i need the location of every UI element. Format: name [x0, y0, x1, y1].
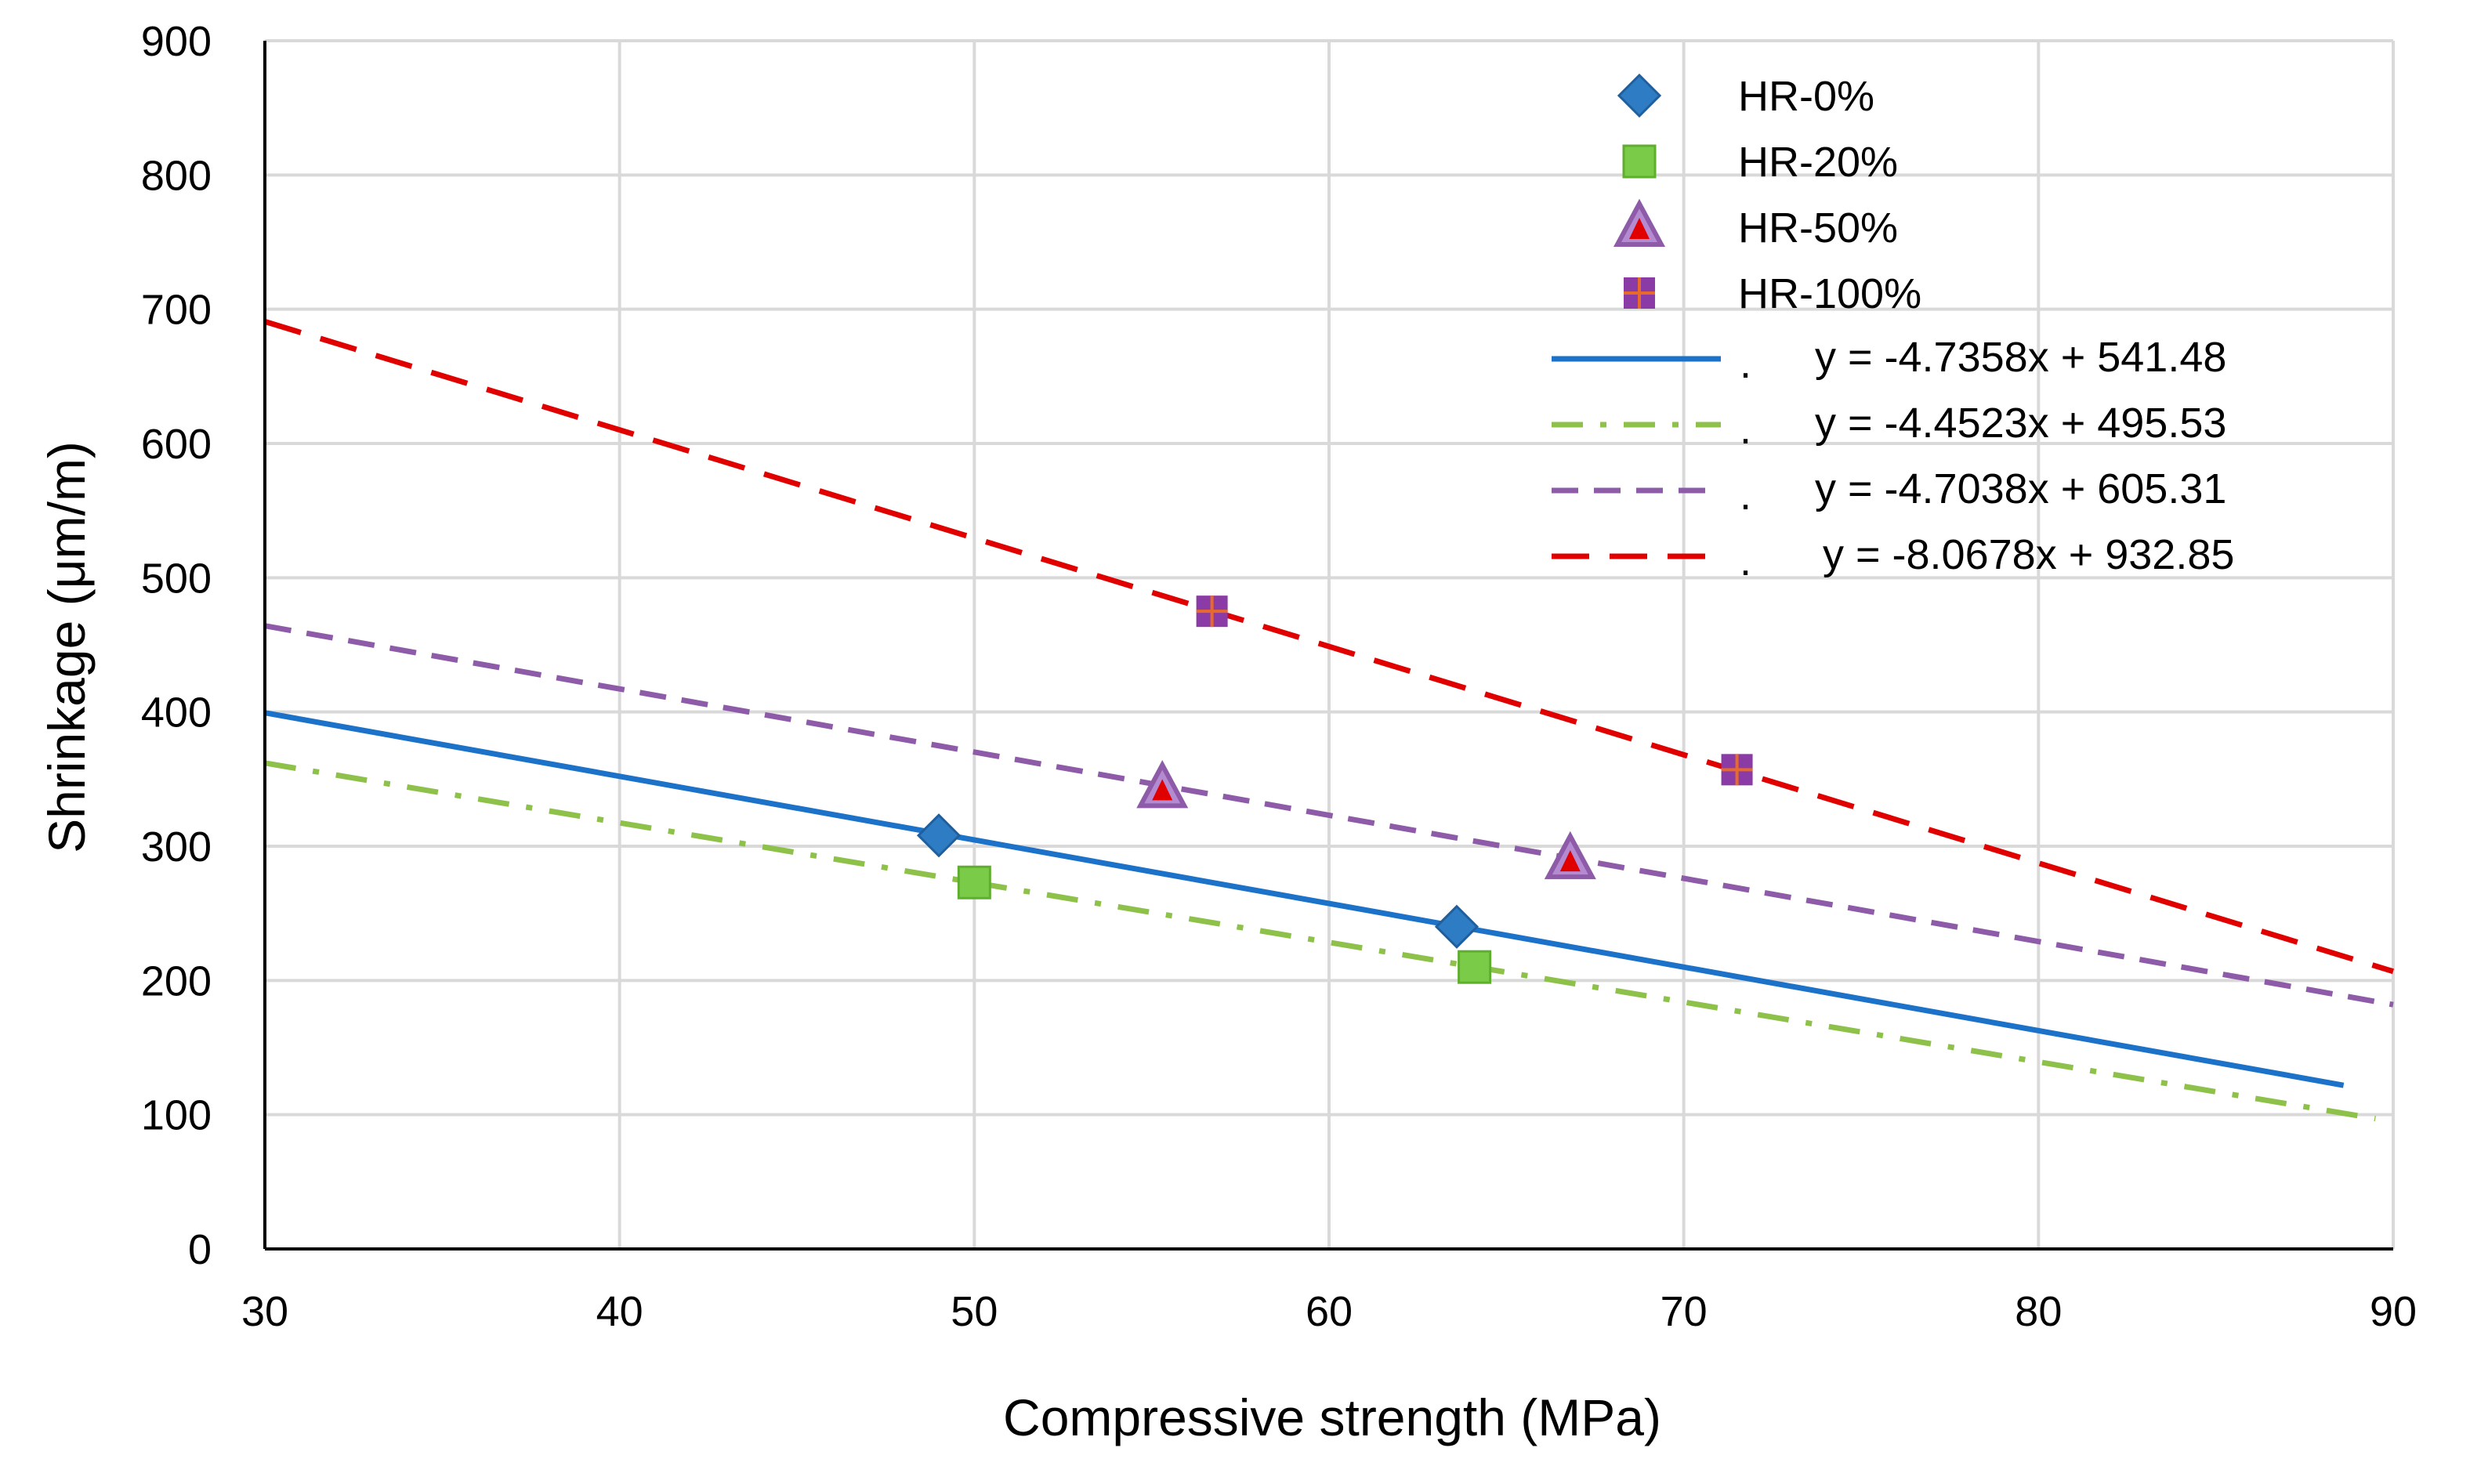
legend-dot: . — [1740, 472, 1751, 519]
y-tick-labels: 0 100 200 300 400 500 600 700 800 900 — [141, 18, 212, 1273]
x-tick-label: 90 — [2370, 1288, 2417, 1335]
legend: HR-0% HR-20% HR-50% HR-100%. y = -4.7358x + … — [1552, 73, 2234, 585]
point-triangle-fill — [1559, 850, 1581, 872]
legend-label: HR-0% — [1738, 73, 1874, 120]
legend-marker — [1617, 73, 1662, 118]
trendline — [264, 760, 2376, 1122]
legend-marker — [1613, 198, 1666, 247]
y-tick-label: 200 — [141, 957, 212, 1004]
point-square — [957, 865, 991, 899]
x-tick-label: 80 — [2015, 1288, 2062, 1335]
axes — [263, 41, 2393, 1251]
point-diamond — [916, 813, 962, 858]
y-tick-label: 800 — [141, 152, 212, 199]
legend-label: HR-50% — [1738, 205, 1898, 252]
y-tick-label: 0 — [188, 1226, 212, 1273]
legend-marker — [1624, 277, 1655, 309]
y-tick-label: 300 — [141, 823, 212, 870]
y-axis-title: Shrinkage (μm/m) — [38, 441, 96, 853]
point-plus-square — [1721, 754, 1753, 786]
legend-dot: . — [1740, 406, 1751, 453]
y-tick-label: 100 — [141, 1092, 212, 1139]
y-tick-label: 500 — [141, 555, 212, 602]
legend-equation: y = -4.7358x + 541.48 — [1815, 334, 2226, 381]
point-triangle — [1136, 759, 1189, 809]
gridlines — [263, 39, 2395, 1251]
point-plus-square — [1196, 595, 1228, 628]
x-tick-label: 40 — [596, 1288, 643, 1335]
x-tick-label: 30 — [241, 1288, 288, 1335]
point-diamond — [1434, 904, 1479, 949]
trendline — [264, 623, 2394, 1008]
y-tick-label: 900 — [141, 18, 212, 65]
y-tick-label: 600 — [141, 421, 212, 468]
point-triangle — [1544, 831, 1596, 880]
x-tick-labels: 30 40 50 60 70 80 90 — [241, 1288, 2417, 1335]
point-triangle-fill — [1152, 779, 1173, 801]
legend-marker-fill — [1629, 218, 1650, 239]
y-tick-label: 400 — [141, 690, 212, 737]
legend-equation: y = -4.4523x + 495.53 — [1815, 400, 2226, 447]
legend-label: HR-20% — [1738, 139, 1898, 186]
x-tick-label: 60 — [1306, 1288, 1353, 1335]
legend-equation: y = -4.7038x + 605.31 — [1815, 465, 2226, 512]
data-points — [916, 595, 1753, 984]
x-tick-label: 70 — [1661, 1288, 1708, 1335]
trendline — [264, 710, 2345, 1088]
x-tick-label: 50 — [951, 1288, 998, 1335]
legend-dot: . — [1740, 340, 1751, 387]
legend-marker — [1622, 144, 1657, 179]
legend-label: HR-100% — [1738, 270, 1921, 317]
trendlines — [263, 319, 2395, 1122]
point-square — [1458, 950, 1492, 984]
x-axis-title: Compressive strength (MPa) — [1003, 1388, 1661, 1446]
y-tick-label: 700 — [141, 287, 212, 334]
legend-equation: y = -8.0678x + 932.85 — [1823, 531, 2234, 578]
trendline — [263, 319, 2395, 975]
legend-dot: . — [1740, 537, 1751, 585]
